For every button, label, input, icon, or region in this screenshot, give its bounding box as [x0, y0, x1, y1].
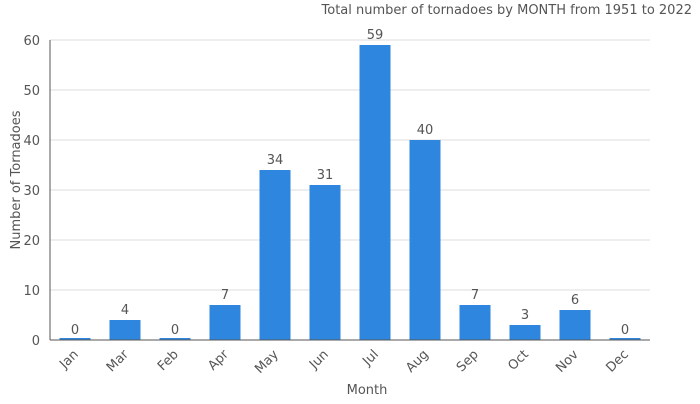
- data-label: 59: [367, 28, 384, 43]
- y-tick-label: 30: [23, 184, 40, 199]
- data-label: 34: [267, 153, 284, 168]
- bar-mar: [109, 320, 141, 340]
- bar-jan: [59, 338, 91, 340]
- x-tick-label: Jun: [306, 347, 332, 373]
- data-label: 7: [471, 288, 479, 303]
- data-label: 3: [521, 308, 529, 323]
- x-tick-label: May: [252, 347, 282, 377]
- x-tick-label: Aug: [403, 347, 432, 376]
- y-tick-label: 0: [32, 334, 40, 349]
- data-label: 0: [171, 323, 179, 338]
- chart-title: Total number of tornadoes by MONTH from …: [321, 3, 692, 18]
- x-axis-ticks: Jan Mar Feb Apr May Jun Jul Aug Sep Oct Nov Dec: [56, 347, 631, 377]
- y-axis-label: Number of Tornadoes: [9, 110, 24, 249]
- y-tick-label: 10: [23, 284, 40, 299]
- bar-may: [259, 170, 291, 340]
- bar-dec: [609, 338, 641, 340]
- x-tick-label: Sep: [454, 347, 482, 375]
- x-tick-label: Oct: [505, 347, 532, 374]
- gridlines: [50, 39, 650, 291]
- bar-feb: [159, 338, 191, 340]
- x-tick-label: Jan: [56, 347, 81, 372]
- bar-sep: [459, 305, 491, 340]
- x-tick-label: Feb: [155, 347, 182, 374]
- data-label: 0: [621, 323, 629, 338]
- x-tick-label: Dec: [603, 347, 631, 375]
- data-label: 31: [317, 168, 334, 183]
- bar-jun: [309, 185, 341, 340]
- y-tick-label: 50: [23, 84, 40, 99]
- x-tick-label: Nov: [553, 347, 582, 376]
- x-tick-label: Jul: [359, 347, 381, 369]
- x-tick-label: Mar: [104, 347, 132, 375]
- y-tick-label: 40: [23, 134, 40, 149]
- data-label: 4: [121, 303, 129, 318]
- bar-nov: [559, 310, 591, 340]
- x-axis-label: Month: [347, 383, 388, 398]
- data-label: 0: [71, 323, 79, 338]
- y-axis-ticks: 0 10 20 30 40 50 60: [23, 34, 40, 349]
- bar-aug: [409, 140, 441, 340]
- bar-oct: [509, 325, 541, 340]
- bars: [59, 45, 641, 340]
- bar-jul: [359, 45, 391, 340]
- y-tick-label: 20: [23, 234, 40, 249]
- data-label: 40: [417, 123, 434, 138]
- y-tick-label: 60: [23, 34, 40, 49]
- data-label: 7: [221, 288, 229, 303]
- x-tick-label: Apr: [205, 347, 232, 374]
- bar-apr: [209, 305, 241, 340]
- data-label: 6: [571, 293, 579, 308]
